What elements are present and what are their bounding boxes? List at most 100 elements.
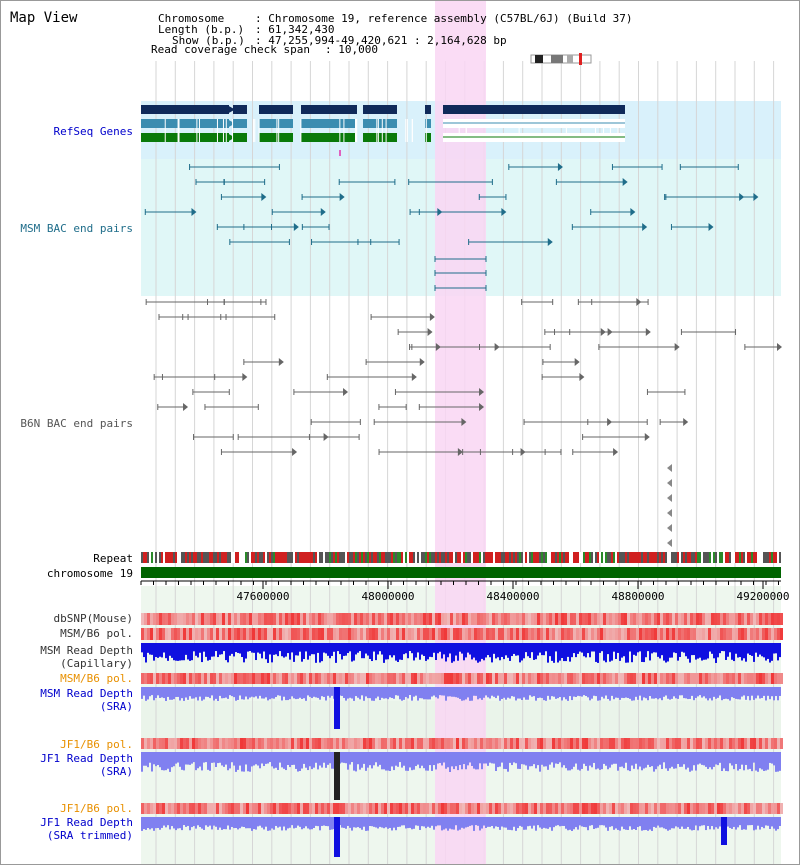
msm-depth-capillary-bar: [377, 643, 379, 655]
msm-depth-sra-bar: [463, 687, 465, 701]
dbsnp-heat: [717, 613, 720, 625]
jf1-b6-pol-heat: [486, 738, 489, 749]
jf1-depth-trim-bar: [271, 817, 273, 829]
track-label-repeat[interactable]: Repeat: [93, 552, 133, 565]
dbsnp-heat: [159, 613, 162, 625]
jf1-depth-trim-bar: [709, 817, 711, 830]
msm-depth-capillary-bar: [245, 643, 247, 659]
msm-b6-pol-2-heat: [294, 673, 297, 684]
dbsnp-heat: [255, 613, 258, 625]
jf1-depth-sra-bar: [717, 752, 719, 766]
repeat-block: [447, 552, 449, 563]
jf1-depth-sra-bar: [623, 752, 625, 769]
repeat-block: [667, 552, 669, 563]
show-key: Show (b.p.): [172, 34, 245, 47]
jf1-depth-trim-bar: [159, 817, 161, 830]
jf1-depth-sra-bar: [615, 752, 617, 764]
track-label-jf1-b6-pol-2[interactable]: JF1/B6 pol.: [60, 802, 133, 815]
jf1-depth-trim-bar: [457, 817, 459, 831]
jf1-b6-pol-heat: [279, 738, 282, 749]
msm-depth-capillary-bar: [581, 643, 583, 653]
jf1-b6-pol-heat: [324, 738, 327, 749]
track-label-msm-bac[interactable]: MSM BAC end pairs: [20, 222, 133, 235]
dbsnp-heat: [534, 613, 537, 625]
msm-depth-sra-bar: [289, 687, 291, 700]
jf1-b6-pol-heat: [198, 738, 201, 749]
jf1-b6-pol-2-heat: [780, 803, 783, 814]
jf1-b6-pol-2-heat: [420, 803, 423, 814]
msm-b6-pol-2-heat: [756, 673, 759, 684]
jf1-depth-sra-bar: [433, 752, 435, 766]
jf1-b6-pol-2-heat: [225, 803, 228, 814]
repeat-block: [247, 552, 249, 563]
msm-b6-pol-heat: [384, 628, 387, 640]
track-label-jf1-depth-trim-1[interactable]: JF1 Read Depth: [40, 816, 133, 829]
dbsnp-heat: [297, 613, 300, 625]
msm-depth-capillary-bar: [743, 643, 745, 659]
repeat-block: [739, 552, 741, 563]
track-label-refseq[interactable]: RefSeq Genes: [53, 125, 133, 138]
dbsnp-heat: [384, 613, 387, 625]
jf1-b6-pol-2-heat: [654, 803, 657, 814]
msm-depth-sra-bar: [773, 687, 775, 701]
msm-b6-pol-2-heat: [750, 673, 753, 684]
msm-depth-sra-bar: [511, 687, 513, 697]
jf1-depth-trim-bar: [163, 817, 165, 826]
jf1-depth-trim-bar: [587, 817, 589, 831]
msm-b6-pol-2-heat: [561, 673, 564, 684]
jf1-depth-trim-bar: [647, 817, 649, 831]
jf1-b6-pol-2-heat: [309, 803, 312, 814]
track-label-dbsnp[interactable]: dbSNP(Mouse): [53, 612, 133, 625]
jf1-depth-sra-bar: [307, 752, 309, 771]
msm-depth-capillary-bar: [275, 643, 277, 655]
track-label-jf1-depth-sra-1[interactable]: JF1 Read Depth: [40, 752, 133, 765]
msm-depth-capillary-bar: [441, 643, 443, 659]
jf1-depth-trim-bar: [543, 817, 545, 828]
msm-b6-pol-2-heat: [531, 673, 534, 684]
msm-depth-sra-bar: [469, 687, 471, 701]
repeat-block: [471, 552, 473, 563]
msm-depth-capillary-bar: [351, 643, 353, 662]
msm-depth-capillary-bar: [147, 643, 149, 653]
msm-depth-capillary-bar: [257, 643, 259, 653]
jf1-depth-sra-bar: [533, 752, 535, 765]
jf1-b6-pol-2-heat: [141, 803, 144, 814]
track-label-jf1-b6-pol[interactable]: JF1/B6 pol.: [60, 738, 133, 751]
jf1-depth-trim-bar: [375, 817, 377, 828]
jf1-b6-pol-2-heat: [144, 803, 147, 814]
track-label-msm-b6-pol-2[interactable]: MSM/B6 pol.: [60, 672, 133, 685]
msm-depth-capillary-bar: [509, 643, 511, 661]
track-label-b6n-bac[interactable]: B6N BAC end pairs: [20, 417, 133, 430]
jf1-b6-pol-2-heat: [147, 803, 150, 814]
jf1-depth-trim-bar: [367, 817, 369, 831]
repeat-block: [773, 552, 775, 563]
repeat-block: [223, 552, 225, 563]
msm-depth-capillary-bar: [165, 643, 167, 659]
jf1-b6-pol-2-heat: [648, 803, 651, 814]
msm-depth-capillary-bar: [391, 643, 393, 658]
jf1-depth-sra-bar: [639, 752, 641, 767]
track-label-msm-depth-capillary-1[interactable]: MSM Read Depth: [40, 644, 133, 657]
length-key: Length (b.p.): [158, 23, 245, 36]
msm-depth-sra-bar: [645, 687, 647, 699]
msm-depth-capillary-bar: [201, 643, 203, 663]
jf1-b6-pol-heat: [753, 738, 756, 749]
jf1-depth-trim-bar: [455, 817, 457, 826]
jf1-b6-pol-2-heat: [237, 803, 240, 814]
msm-bac-pair-arrow: [261, 193, 267, 201]
track-label-msm-b6-pol[interactable]: MSM/B6 pol.: [60, 627, 133, 640]
msm-b6-pol-heat: [540, 628, 543, 640]
msm-depth-sra-bar: [561, 687, 563, 701]
repeat-block: [661, 552, 663, 563]
jf1-b6-pol-2-heat: [354, 803, 357, 814]
msm-b6-pol-2-heat: [408, 673, 411, 684]
jf1-b6-pol-2-heat: [417, 803, 420, 814]
track-label-msm-depth-sra-1[interactable]: MSM Read Depth: [40, 687, 133, 700]
jf1-depth-trim-bar: [637, 817, 639, 828]
jf1-depth-sra-bar: [681, 752, 683, 767]
dbsnp-heat: [546, 613, 549, 625]
jf1-b6-pol-2-heat: [411, 803, 414, 814]
dbsnp-heat: [639, 613, 642, 625]
jf1-depth-sra-bar: [631, 752, 633, 766]
